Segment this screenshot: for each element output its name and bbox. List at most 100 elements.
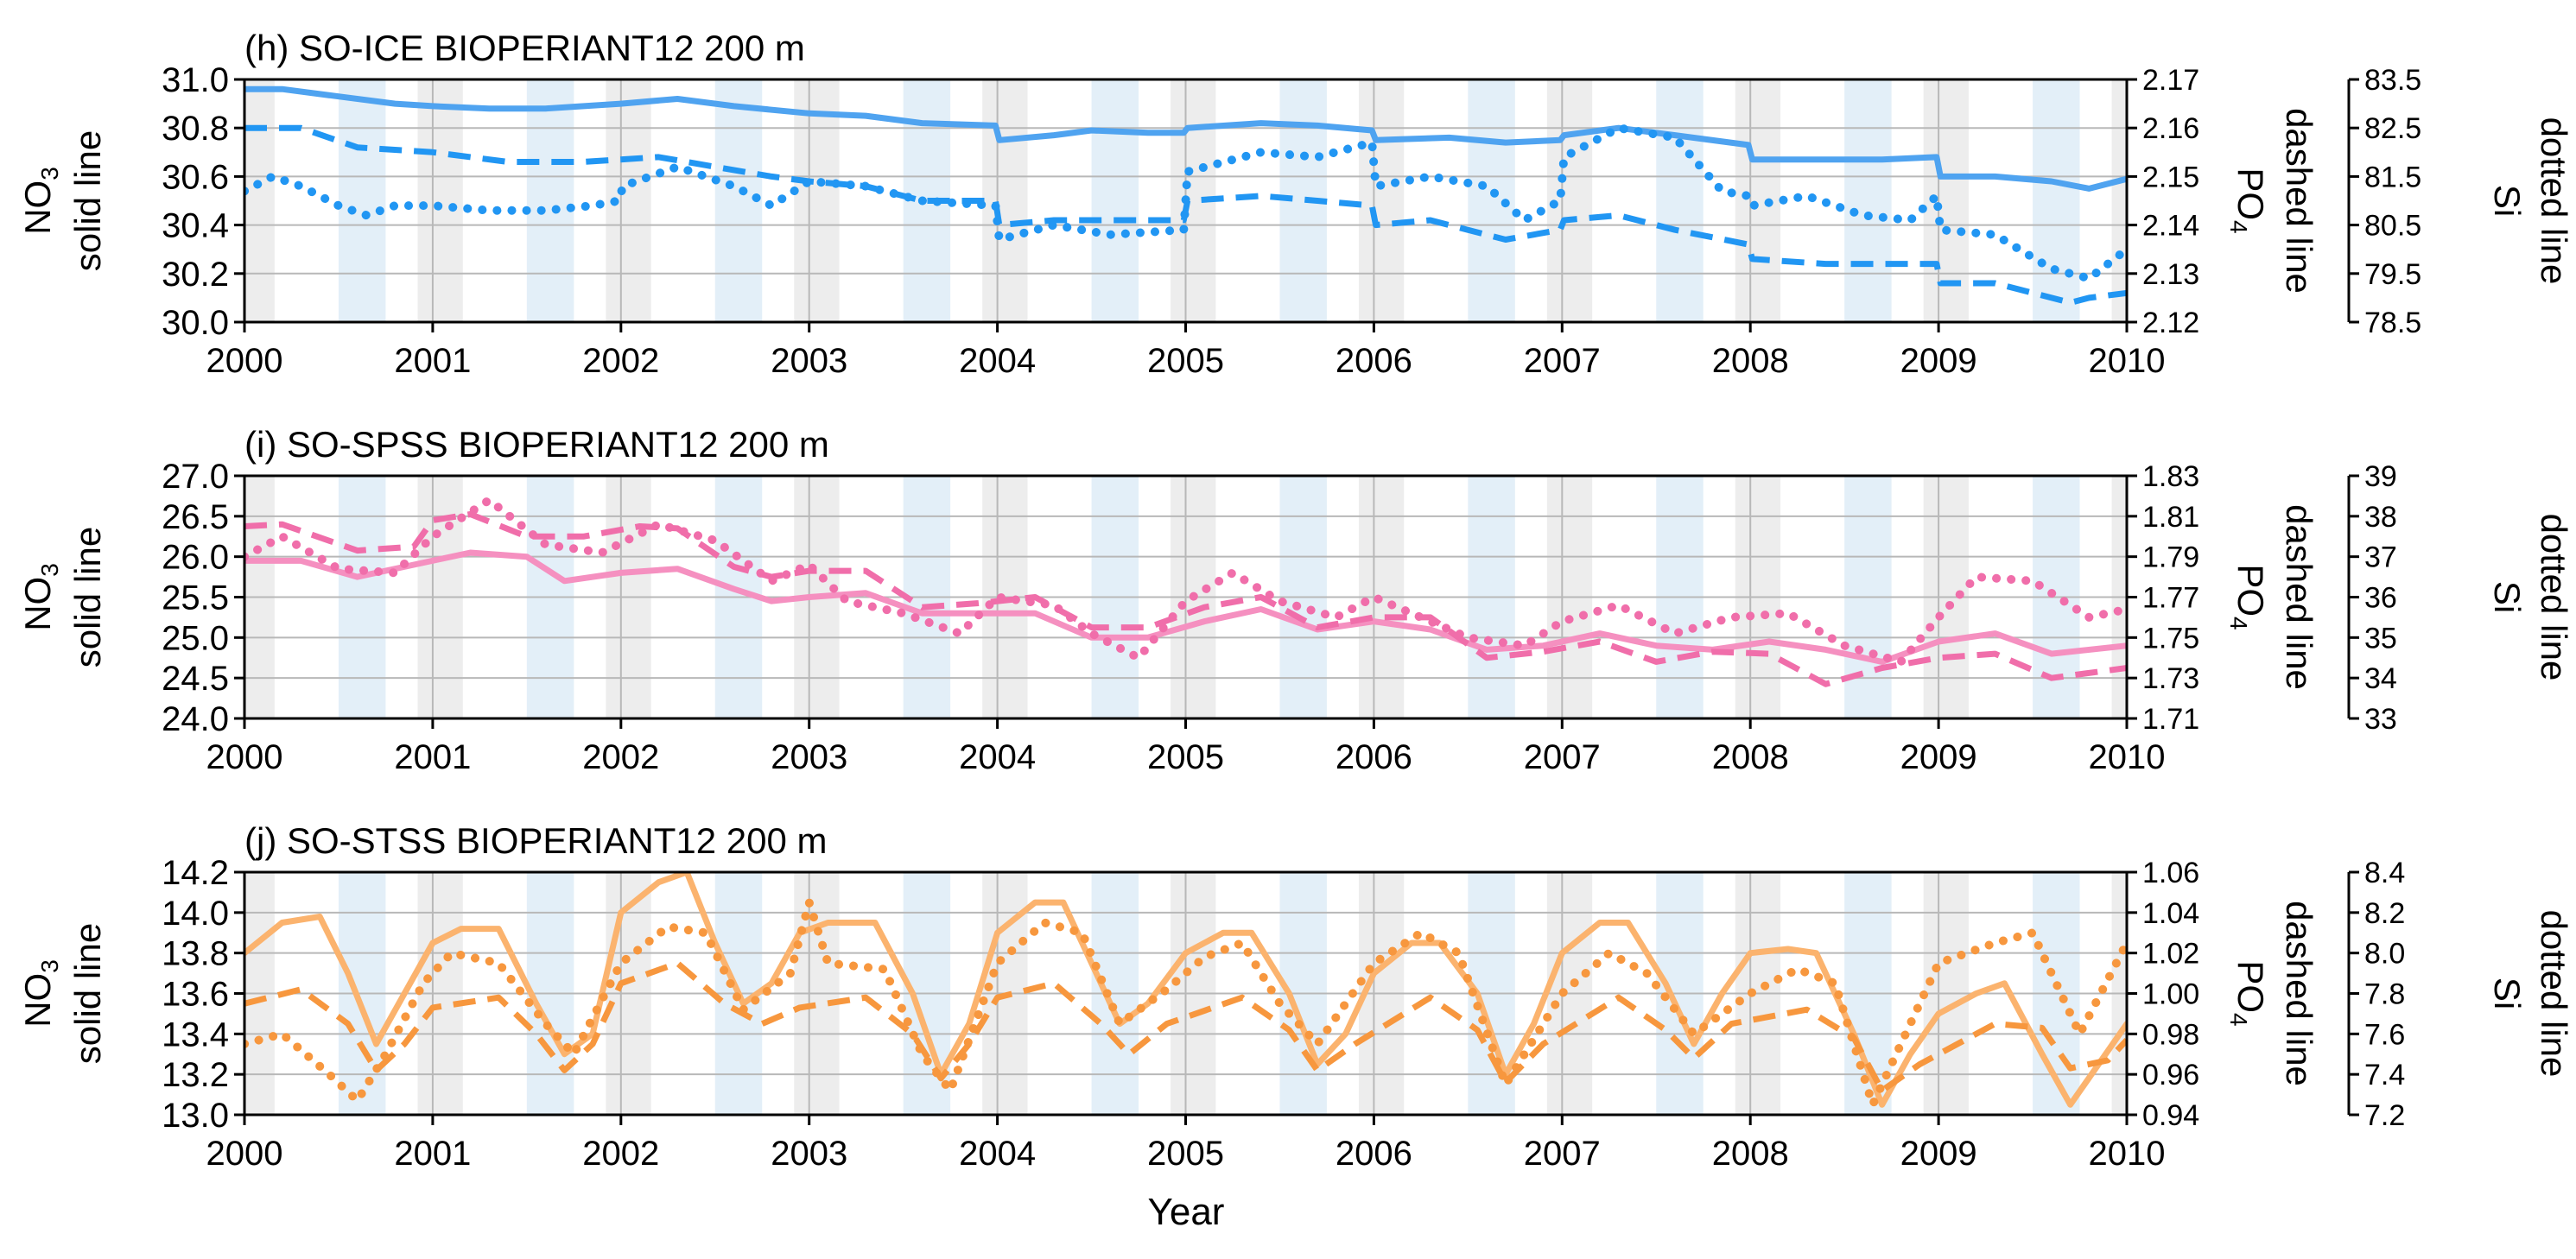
x-tick-label: 2007 xyxy=(1524,1135,1601,1173)
chart-panel: 2000 2001 2002 2003 2004 2005 2006 2007 2008 2009… xyxy=(17,820,2574,1173)
x-tick-label: 2000 xyxy=(206,738,283,776)
y-right2-tick-label: 36 xyxy=(2364,582,2397,615)
summer-shade xyxy=(982,79,1028,322)
x-tick-label: 2008 xyxy=(1712,1135,1789,1173)
x-tick-label: 2005 xyxy=(1147,342,1224,380)
y-left-tick-label: 26.0 xyxy=(162,539,229,577)
x-tick-label: 2001 xyxy=(394,342,471,380)
y-right1-tick-label: 2.16 xyxy=(2142,112,2199,145)
y-left-tick-label: 27.0 xyxy=(162,458,229,496)
x-tick-label: 2004 xyxy=(959,342,1036,380)
winter-shade xyxy=(526,79,574,322)
y-right2-label: dotted line xyxy=(2534,514,2574,681)
x-tick-label: 2009 xyxy=(1900,1135,1977,1173)
x-tick-label: 2009 xyxy=(1900,738,1977,776)
y-left-tick-label: 13.4 xyxy=(162,1015,229,1053)
x-tick-label: 2002 xyxy=(582,1135,659,1173)
winter-shade xyxy=(2033,79,2080,322)
y-right1-tick-label: 1.79 xyxy=(2142,541,2199,574)
y-right2-label-species: Si xyxy=(2487,977,2528,1009)
x-tick-label: 2002 xyxy=(582,342,659,380)
y-right1-tick-label: 2.12 xyxy=(2142,307,2199,339)
y-right1-tick-label: 0.96 xyxy=(2142,1059,2199,1091)
y-right2-tick-label: 78.5 xyxy=(2364,307,2421,339)
y-left-label: solid line xyxy=(67,923,108,1064)
y-right1-label-species: PO4 xyxy=(2225,960,2271,1026)
x-tick-label: 2003 xyxy=(771,738,847,776)
y-left-label-species: NO3 xyxy=(17,167,63,235)
y-right2-tick-label: 39 xyxy=(2364,460,2397,493)
y-right1-tick-label: 1.00 xyxy=(2142,978,2199,1011)
y-right1-label-species: PO4 xyxy=(2225,564,2271,630)
winter-shade xyxy=(1656,79,1704,322)
x-tick-label: 2008 xyxy=(1712,342,1789,380)
y-right1-tick-label: 2.14 xyxy=(2142,210,2199,243)
y-left-tick-label: 25.0 xyxy=(162,619,229,657)
y-left-label: solid line xyxy=(67,527,108,667)
y-right2-tick-label: 33 xyxy=(2364,703,2397,736)
y-right2-tick-label: 34 xyxy=(2364,662,2397,695)
y-right1-label: dashed line xyxy=(2279,901,2319,1086)
x-tick-label: 2006 xyxy=(1336,1135,1412,1173)
x-tick-label: 2006 xyxy=(1336,738,1412,776)
panels: 2000 2001 2002 2003 2004 2005 2006 2007 2008 2009… xyxy=(17,28,2574,1173)
y-right1-label: dashed line xyxy=(2279,108,2319,294)
y-right2-tick-label: 81.5 xyxy=(2364,161,2421,193)
chart-panel: 2000 2001 2002 2003 2004 2005 2006 2007 2008 2009… xyxy=(17,424,2574,776)
x-tick-label: 2008 xyxy=(1712,738,1789,776)
series-line-solid xyxy=(244,85,2127,192)
y-right1-tick-label: 2.17 xyxy=(2142,64,2199,97)
winter-shade xyxy=(1091,79,1139,322)
y-right2-tick-label: 7.2 xyxy=(2364,1099,2405,1132)
y-left-tick-label: 25.5 xyxy=(162,579,229,617)
y-left-tick-label: 24.0 xyxy=(162,700,229,738)
x-tick-label: 2002 xyxy=(582,738,659,776)
x-tick-label: 2010 xyxy=(2089,738,2166,776)
y-left-tick-label: 26.5 xyxy=(162,498,229,536)
y-right2-label-species: Si xyxy=(2487,581,2528,613)
chart-panel: 2000 2001 2002 2003 2004 2005 2006 2007 2008 2009… xyxy=(17,28,2574,380)
y-left-tick-label: 30.6 xyxy=(162,158,229,196)
x-tick-label: 2000 xyxy=(206,342,283,380)
y-left-tick-label: 13.0 xyxy=(162,1097,229,1135)
series-line-solid xyxy=(244,549,2127,665)
y-right1-tick-label: 1.04 xyxy=(2142,897,2199,930)
y-right1-label-species: PO4 xyxy=(2225,168,2271,233)
y-right1-tick-label: 1.81 xyxy=(2142,501,2199,534)
panel-title: (j) SO-STSS BIOPERIANT12 200 m xyxy=(244,820,828,861)
y-right1-tick-label: 1.77 xyxy=(2142,582,2199,615)
y-left-tick-label: 14.0 xyxy=(162,895,229,933)
y-right1-label: dashed line xyxy=(2279,504,2319,690)
summer-shade xyxy=(1735,79,1781,322)
y-right2-tick-label: 7.6 xyxy=(2364,1018,2405,1051)
y-right2-tick-label: 79.5 xyxy=(2364,258,2421,291)
y-left-tick-label: 30.4 xyxy=(162,207,229,245)
y-right1-tick-label: 1.73 xyxy=(2142,662,2199,695)
x-tick-label: 2010 xyxy=(2089,1135,2166,1173)
panel-title: (h) SO-ICE BIOPERIANT12 200 m xyxy=(244,28,805,68)
series-line-dotted xyxy=(244,123,2127,283)
y-left-tick-label: 31.0 xyxy=(162,61,229,99)
series-line-dashed xyxy=(244,511,2127,687)
y-right2-tick-label: 35 xyxy=(2364,622,2397,655)
summer-shade xyxy=(794,79,840,322)
y-left-label-species: NO3 xyxy=(17,563,63,631)
y-right2-tick-label: 8.4 xyxy=(2364,857,2405,889)
series-line-dashed xyxy=(244,959,2127,1094)
y-right2-tick-label: 83.5 xyxy=(2364,64,2421,97)
x-tick-label: 2001 xyxy=(394,738,471,776)
y-right1-tick-label: 0.94 xyxy=(2142,1099,2199,1132)
y-right1-tick-label: 0.98 xyxy=(2142,1018,2199,1051)
panel-title: (i) SO-SPSS BIOPERIANT12 200 m xyxy=(244,424,829,465)
y-left-tick-label: 14.2 xyxy=(162,854,229,892)
x-tick-label: 2000 xyxy=(206,1135,283,1173)
y-left-tick-label: 13.8 xyxy=(162,935,229,973)
x-tick-label: 2004 xyxy=(959,1135,1036,1173)
x-tick-label: 2005 xyxy=(1147,738,1224,776)
x-tick-label: 2006 xyxy=(1336,342,1412,380)
x-tick-label: 2005 xyxy=(1147,1135,1224,1173)
series-line-dotted xyxy=(244,898,2127,1110)
y-right2-label: dotted line xyxy=(2534,910,2574,1078)
y-left-label-species: NO3 xyxy=(17,959,63,1028)
y-left-tick-label: 30.0 xyxy=(162,304,229,342)
